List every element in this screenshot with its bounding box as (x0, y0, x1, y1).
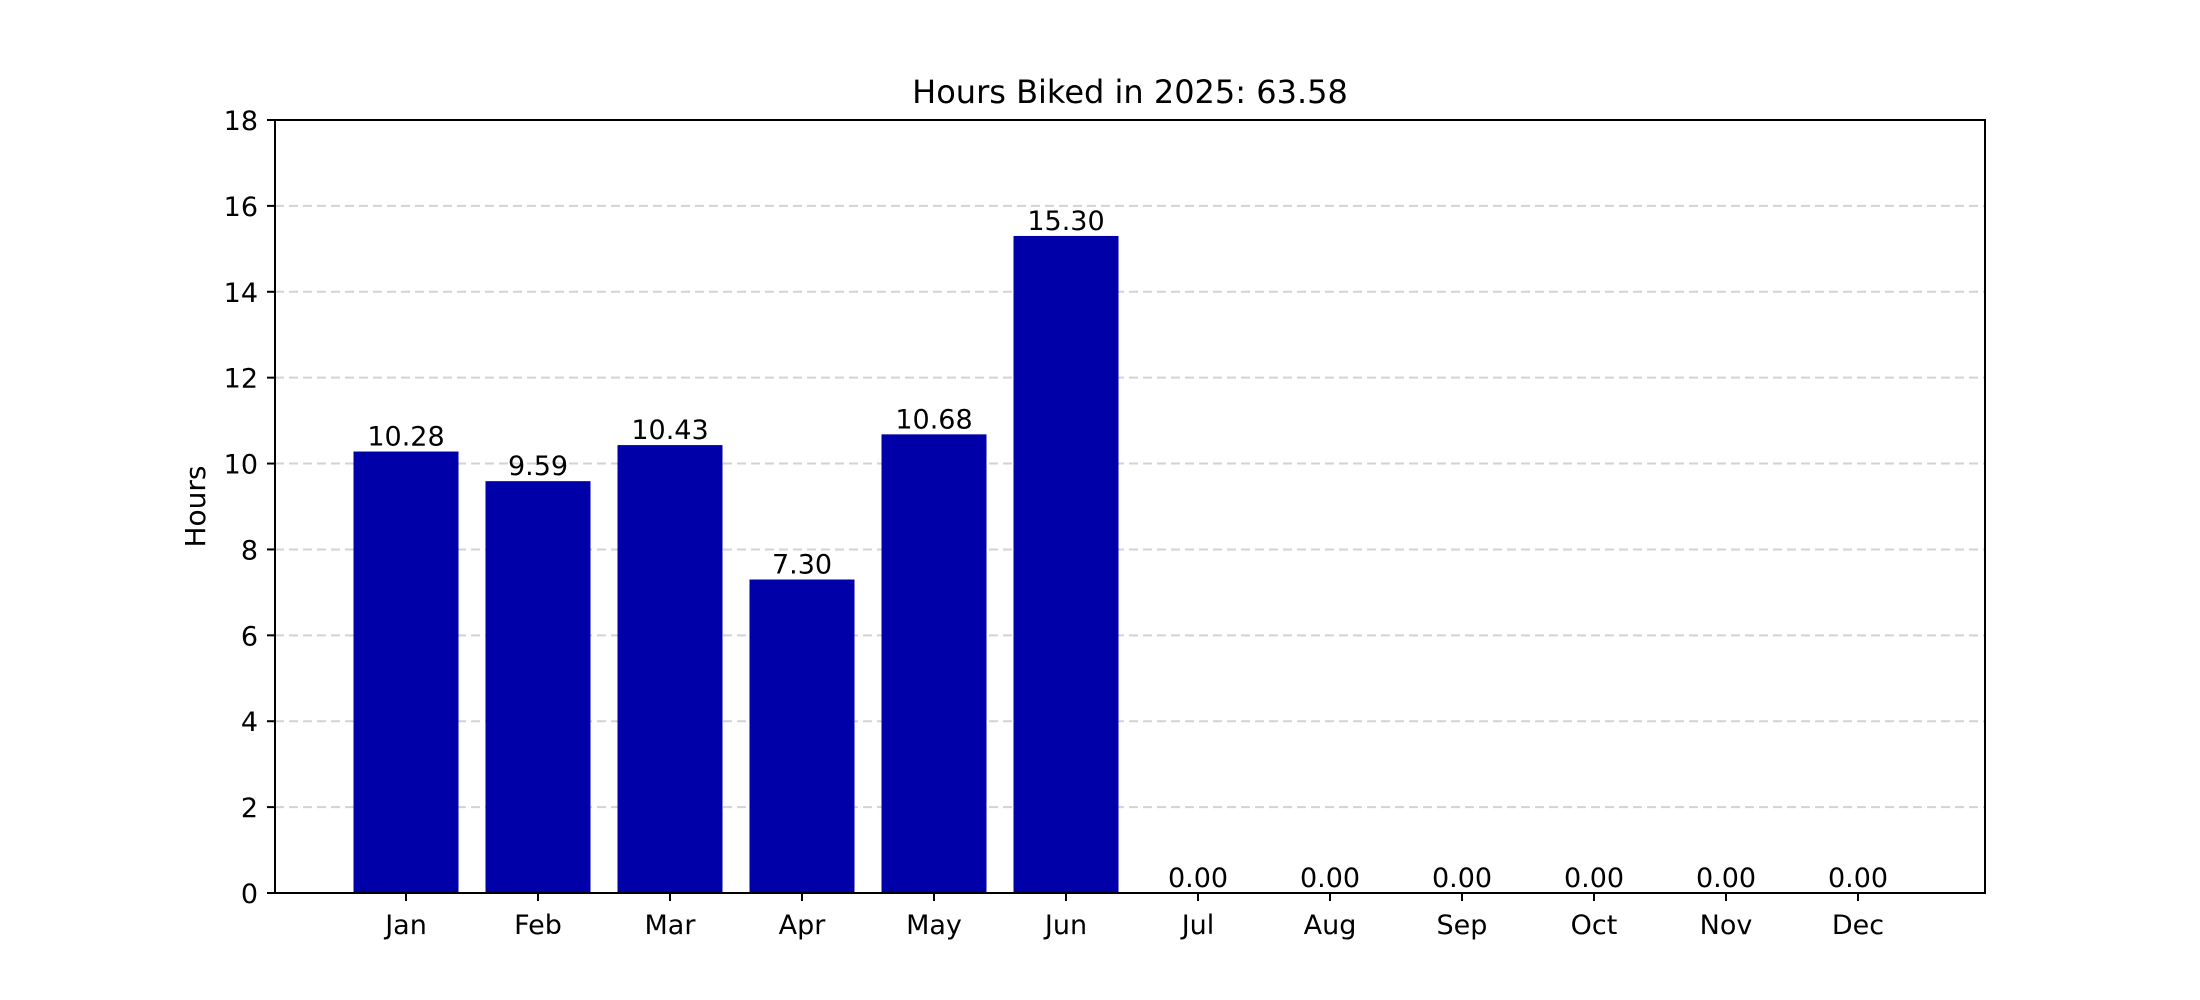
bars (353, 235, 1119, 893)
y-axis-label: Hours (179, 465, 212, 547)
bar-mar (617, 445, 723, 893)
y-tick-label: 8 (241, 535, 258, 566)
x-tick-label: May (906, 910, 962, 941)
bar-value-label: 10.28 (367, 422, 444, 453)
x-tick-label: Jan (383, 910, 427, 941)
chart-title: Hours Biked in 2025: 63.58 (912, 73, 1348, 111)
bar-value-label: 0.00 (1696, 863, 1756, 894)
bar-value-labels: 10.28 9.59 10.43 7.30 10.68 15.30 0.00 0.00 0.00… (367, 206, 1888, 894)
x-tick-label: Sep (1437, 910, 1488, 941)
bar-value-label: 9.59 (508, 451, 568, 482)
x-tick-label: Oct (1571, 910, 1618, 941)
x-tick-label: Mar (645, 910, 697, 941)
bar-feb (485, 481, 591, 893)
y-tick-label: 0 (241, 879, 258, 910)
bar-value-label: 10.43 (631, 415, 708, 446)
bar-jun (1013, 235, 1119, 893)
y-tick-label: 4 (241, 707, 258, 738)
x-tick-label: Apr (779, 910, 827, 941)
bar-value-label: 10.68 (895, 404, 972, 435)
y-tick-label: 14 (224, 278, 258, 309)
bar-value-label: 0.00 (1564, 863, 1624, 894)
x-axis-ticks: Jan Feb Mar Apr May Jun Jul Aug Sep Oct Nov Dec (383, 893, 1884, 941)
axes (274, 119, 1986, 894)
y-tick-label: 12 (224, 364, 258, 395)
bar-jan (353, 451, 459, 893)
x-tick-label: Jul (1180, 910, 1215, 941)
plot-frame (274, 119, 1986, 894)
y-tick-label: 6 (241, 621, 258, 652)
bar-value-label: 15.30 (1027, 206, 1104, 237)
bar-may (881, 434, 987, 893)
y-tick-label: 10 (224, 450, 258, 481)
bar-value-label: 0.00 (1828, 863, 1888, 894)
x-tick-label: Jun (1043, 910, 1087, 941)
x-tick-label: Dec (1832, 910, 1884, 941)
bar-value-label: 0.00 (1168, 863, 1228, 894)
y-tick-label: 16 (224, 192, 258, 223)
y-axis-ticks: 0 2 4 6 8 10 12 14 16 18 (224, 106, 275, 910)
x-tick-label: Nov (1700, 910, 1753, 941)
bar-apr (749, 579, 855, 893)
bar-value-label: 7.30 (772, 550, 832, 581)
bar-value-label: 0.00 (1432, 863, 1492, 894)
x-tick-label: Aug (1304, 910, 1357, 941)
y-tick-label: 18 (224, 106, 258, 137)
x-tick-label: Feb (514, 910, 562, 941)
bar-value-label: 0.00 (1300, 863, 1360, 894)
y-tick-label: 2 (241, 793, 258, 824)
